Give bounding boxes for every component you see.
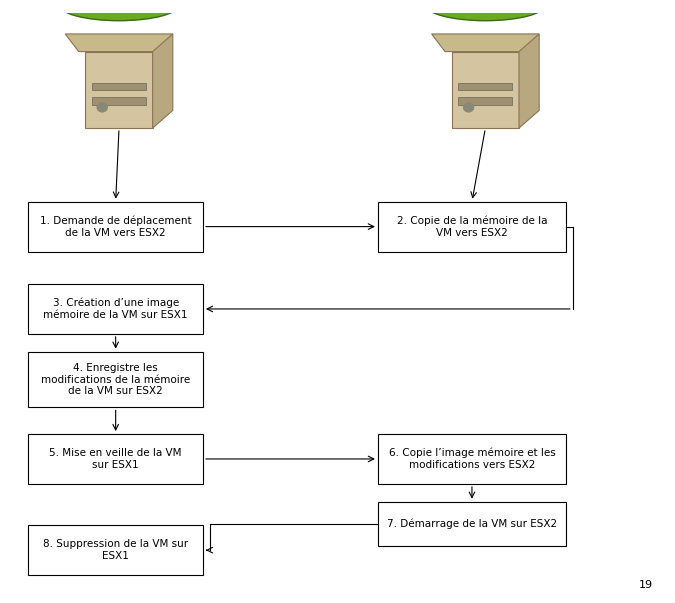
Text: 7. Démarrage de la VM sur ESX2: 7. Démarrage de la VM sur ESX2	[387, 519, 557, 529]
FancyBboxPatch shape	[378, 434, 566, 484]
Text: 3. Création d’une image
mémoire de la VM sur ESX1: 3. Création d’une image mémoire de la VM…	[43, 298, 188, 320]
Polygon shape	[431, 34, 539, 52]
FancyBboxPatch shape	[28, 352, 203, 408]
FancyBboxPatch shape	[458, 98, 512, 104]
Text: 5. Mise en veille de la VM
sur ESX1: 5. Mise en veille de la VM sur ESX1	[49, 448, 182, 470]
FancyBboxPatch shape	[92, 98, 146, 104]
Polygon shape	[153, 34, 173, 128]
FancyBboxPatch shape	[86, 52, 153, 128]
Ellipse shape	[425, 0, 546, 21]
Circle shape	[463, 103, 474, 112]
Ellipse shape	[59, 0, 180, 21]
FancyBboxPatch shape	[92, 83, 146, 90]
Text: 19: 19	[639, 580, 653, 590]
FancyBboxPatch shape	[28, 284, 203, 334]
Text: 6. Copie l’image mémoire et les
modifications vers ESX2: 6. Copie l’image mémoire et les modifica…	[389, 448, 556, 470]
Text: Serveur ESX1: Serveur ESX1	[79, 0, 159, 10]
Text: 2. Copie de la mémoire de la
VM vers ESX2: 2. Copie de la mémoire de la VM vers ESX…	[397, 215, 547, 238]
FancyBboxPatch shape	[378, 502, 566, 546]
Text: 1. Demande de déplacement
de la VM vers ESX2: 1. Demande de déplacement de la VM vers …	[40, 215, 192, 238]
FancyBboxPatch shape	[378, 201, 566, 251]
FancyBboxPatch shape	[458, 83, 512, 90]
Circle shape	[97, 103, 107, 112]
Text: 8. Suppression de la VM sur
ESX1: 8. Suppression de la VM sur ESX1	[43, 539, 188, 561]
Text: 4. Enregistre les
modifications de la mémoire
de la VM sur ESX2: 4. Enregistre les modifications de la mé…	[41, 363, 190, 396]
FancyBboxPatch shape	[452, 52, 519, 128]
Polygon shape	[519, 34, 539, 128]
Polygon shape	[65, 34, 173, 52]
FancyBboxPatch shape	[28, 525, 203, 575]
FancyBboxPatch shape	[28, 434, 203, 484]
Text: Serveur ESX2: Serveur ESX2	[446, 0, 525, 10]
FancyBboxPatch shape	[28, 201, 203, 251]
